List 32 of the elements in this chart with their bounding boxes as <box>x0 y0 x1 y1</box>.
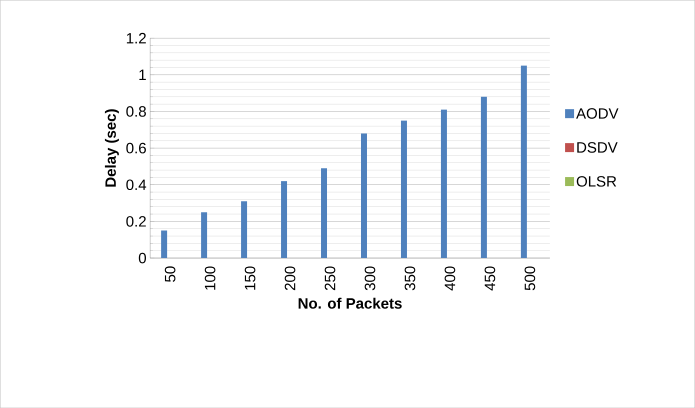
legend-label: DSDV <box>577 142 618 153</box>
x-tick-label: 300 <box>364 266 376 290</box>
y-tick-label: 0 <box>138 252 146 264</box>
x-tick-label: 350 <box>404 266 416 290</box>
bar <box>520 66 527 258</box>
y-tick-label: 0.6 <box>126 142 146 154</box>
bar <box>241 201 248 258</box>
x-tick-label: 100 <box>204 266 216 290</box>
bar <box>480 96 487 258</box>
legend-label: AODV <box>576 108 618 119</box>
y-tick-label: 0.2 <box>126 216 146 227</box>
y-tick-label: 0.8 <box>126 106 146 117</box>
y-tick-label: 1 <box>139 70 146 80</box>
y-tick-label: 1.2 <box>126 32 146 44</box>
x-tick-label: 400 <box>444 266 456 290</box>
legend-label: OLSR <box>576 176 616 187</box>
bar <box>400 120 407 258</box>
y-tick-label: 0.4 <box>126 179 146 190</box>
x-axis-title: No. of Packets <box>298 298 402 309</box>
x-tick-label: 250 <box>324 266 336 290</box>
x-tick-label: 200 <box>284 266 296 290</box>
x-tick-label: 50 <box>164 266 176 282</box>
bar <box>360 133 367 258</box>
bar <box>281 181 288 258</box>
bar <box>201 212 208 258</box>
bar <box>321 168 328 258</box>
bar <box>440 110 447 258</box>
y-axis-title: Delay (sec) <box>104 109 119 187</box>
x-tick-label: 500 <box>524 266 536 290</box>
x-tick-label: 150 <box>244 266 256 290</box>
x-tick-label: 450 <box>484 266 496 290</box>
bar <box>161 230 168 258</box>
